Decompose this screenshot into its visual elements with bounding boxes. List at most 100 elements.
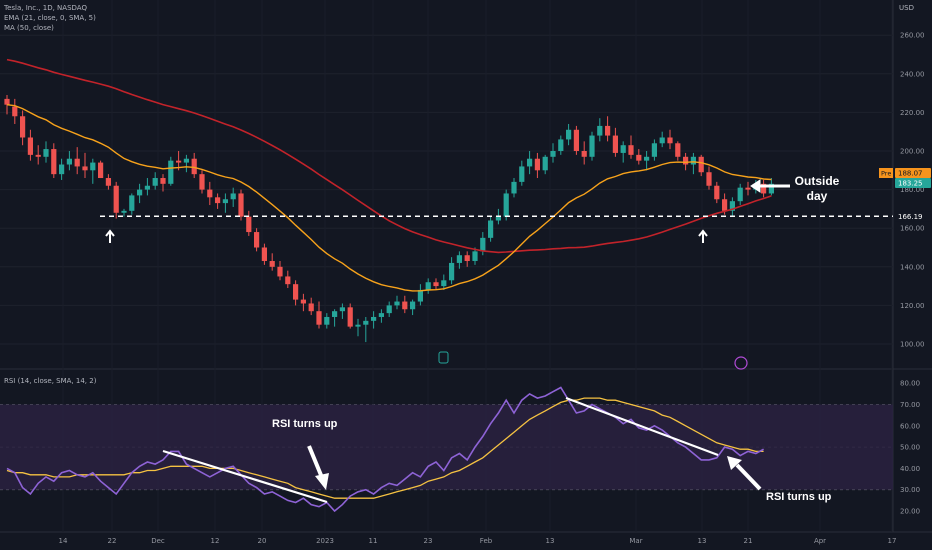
trend-drawings[interactable] — [105, 179, 790, 504]
candle-body[interactable] — [246, 216, 252, 233]
candle-body[interactable] — [371, 316, 377, 321]
candle-body[interactable] — [441, 280, 447, 287]
candle-body[interactable] — [542, 156, 548, 171]
candle-body[interactable] — [316, 311, 322, 325]
candle-body[interactable] — [308, 303, 314, 312]
candle-body[interactable] — [121, 210, 127, 213]
candle-body[interactable] — [417, 289, 423, 302]
candle-body[interactable] — [347, 307, 353, 327]
candle-body[interactable] — [199, 174, 205, 190]
candle-body[interactable] — [605, 125, 611, 136]
candle-body[interactable] — [66, 158, 72, 165]
candle-body[interactable] — [488, 220, 494, 238]
candle-body[interactable] — [597, 125, 603, 136]
candle-body[interactable] — [207, 189, 213, 198]
candle-body[interactable] — [98, 162, 104, 179]
candle-body[interactable] — [566, 129, 572, 140]
candle-body[interactable] — [581, 151, 587, 157]
candle-body[interactable] — [675, 143, 681, 157]
candle-body[interactable] — [534, 158, 540, 171]
candle-body[interactable] — [628, 145, 634, 155]
candle-body[interactable] — [27, 137, 33, 155]
earnings-icon[interactable] — [438, 351, 449, 364]
candle-body[interactable] — [706, 172, 712, 186]
candle-body[interactable] — [378, 313, 384, 317]
candle-body[interactable] — [433, 282, 439, 287]
candle-body[interactable] — [105, 178, 111, 186]
candle-body[interactable] — [332, 311, 338, 317]
candle-body[interactable] — [215, 197, 221, 204]
symbol-legend[interactable]: Tesla, Inc., 1D, NASDAQ — [4, 4, 87, 12]
candle-body[interactable] — [651, 143, 657, 157]
candle-body[interactable] — [550, 151, 556, 157]
candle-body[interactable] — [636, 154, 642, 161]
candle-body[interactable] — [90, 162, 96, 171]
dividend-icon[interactable] — [734, 356, 748, 370]
candle-body[interactable] — [51, 149, 57, 175]
rsi-trendline-1[interactable] — [162, 449, 328, 504]
candle-body[interactable] — [160, 178, 166, 184]
candle-body[interactable] — [355, 324, 361, 327]
candle-body[interactable] — [573, 129, 579, 151]
candle-body[interactable] — [659, 137, 665, 144]
candle-body[interactable] — [269, 261, 275, 267]
candle-body[interactable] — [285, 276, 291, 285]
candle-body[interactable] — [386, 305, 392, 314]
time-axis[interactable]: 14 22 Dec 12 20 2023 11 23 Feb 13 Mar 13 21 Apr 17 — [59, 537, 897, 545]
candle-body[interactable] — [394, 301, 400, 306]
candle-body[interactable] — [43, 149, 49, 157]
rsi-trendline-2[interactable] — [565, 396, 719, 457]
candle-body[interactable] — [722, 199, 728, 211]
candle-body[interactable] — [402, 301, 408, 310]
candle-body[interactable] — [293, 284, 299, 300]
candle-body[interactable] — [4, 98, 10, 105]
candle-body[interactable] — [113, 185, 119, 213]
candle-body[interactable] — [425, 282, 431, 290]
candle-body[interactable] — [667, 137, 673, 144]
candle-body[interactable] — [35, 154, 41, 157]
candle-body[interactable] — [129, 195, 135, 211]
candle-body[interactable] — [222, 199, 228, 204]
price-axis[interactable]: 100.00 120.00 140.00 160.00 180.00 200.00 220.… — [900, 32, 925, 349]
candle-body[interactable] — [277, 266, 283, 277]
candle-body[interactable] — [761, 183, 767, 194]
rsi-legend[interactable]: RSI (14, close, SMA, 14, 2) — [4, 377, 97, 385]
candle-body[interactable] — [612, 135, 618, 153]
ma-legend[interactable]: MA (50, close) — [4, 24, 54, 32]
candle-body[interactable] — [363, 320, 369, 325]
candle-body[interactable] — [300, 299, 306, 304]
candle-body[interactable] — [74, 158, 80, 167]
rsi-axis[interactable]: 20.00 30.00 40.00 50.00 60.00 70.00 80.00 — [900, 380, 920, 516]
candle-body[interactable] — [698, 156, 704, 173]
candle-body[interactable] — [176, 160, 182, 163]
candle-body[interactable] — [82, 166, 88, 171]
candle-body[interactable] — [410, 301, 416, 310]
candle-body[interactable] — [254, 232, 260, 248]
candle-body[interactable] — [472, 251, 478, 262]
candle-body[interactable] — [183, 158, 189, 163]
candle-body[interactable] — [558, 139, 564, 151]
candle-body[interactable] — [230, 193, 236, 200]
candle-body[interactable] — [464, 255, 470, 262]
candle-body[interactable] — [714, 185, 720, 200]
candle-body[interactable] — [737, 187, 743, 202]
candle-body[interactable] — [729, 201, 735, 211]
candle-body[interactable] — [191, 158, 197, 175]
candle-body[interactable] — [690, 156, 696, 165]
candle-body[interactable] — [495, 216, 501, 221]
candle-body[interactable] — [745, 187, 751, 190]
ema-legend[interactable]: EMA (21, close, 0, SMA, 5) — [4, 14, 96, 22]
candle-body[interactable] — [12, 106, 18, 117]
candle-body[interactable] — [339, 307, 345, 312]
candle-body[interactable] — [768, 183, 774, 194]
candle-body[interactable] — [527, 158, 533, 167]
candle-body[interactable] — [683, 156, 689, 165]
candle-body[interactable] — [168, 160, 174, 184]
candle-body[interactable] — [137, 189, 143, 196]
candle-body[interactable] — [644, 156, 650, 161]
candle-body[interactable] — [519, 166, 525, 182]
candle-body[interactable] — [620, 145, 626, 153]
candle-body[interactable] — [511, 181, 517, 194]
candle-body[interactable] — [238, 193, 244, 217]
